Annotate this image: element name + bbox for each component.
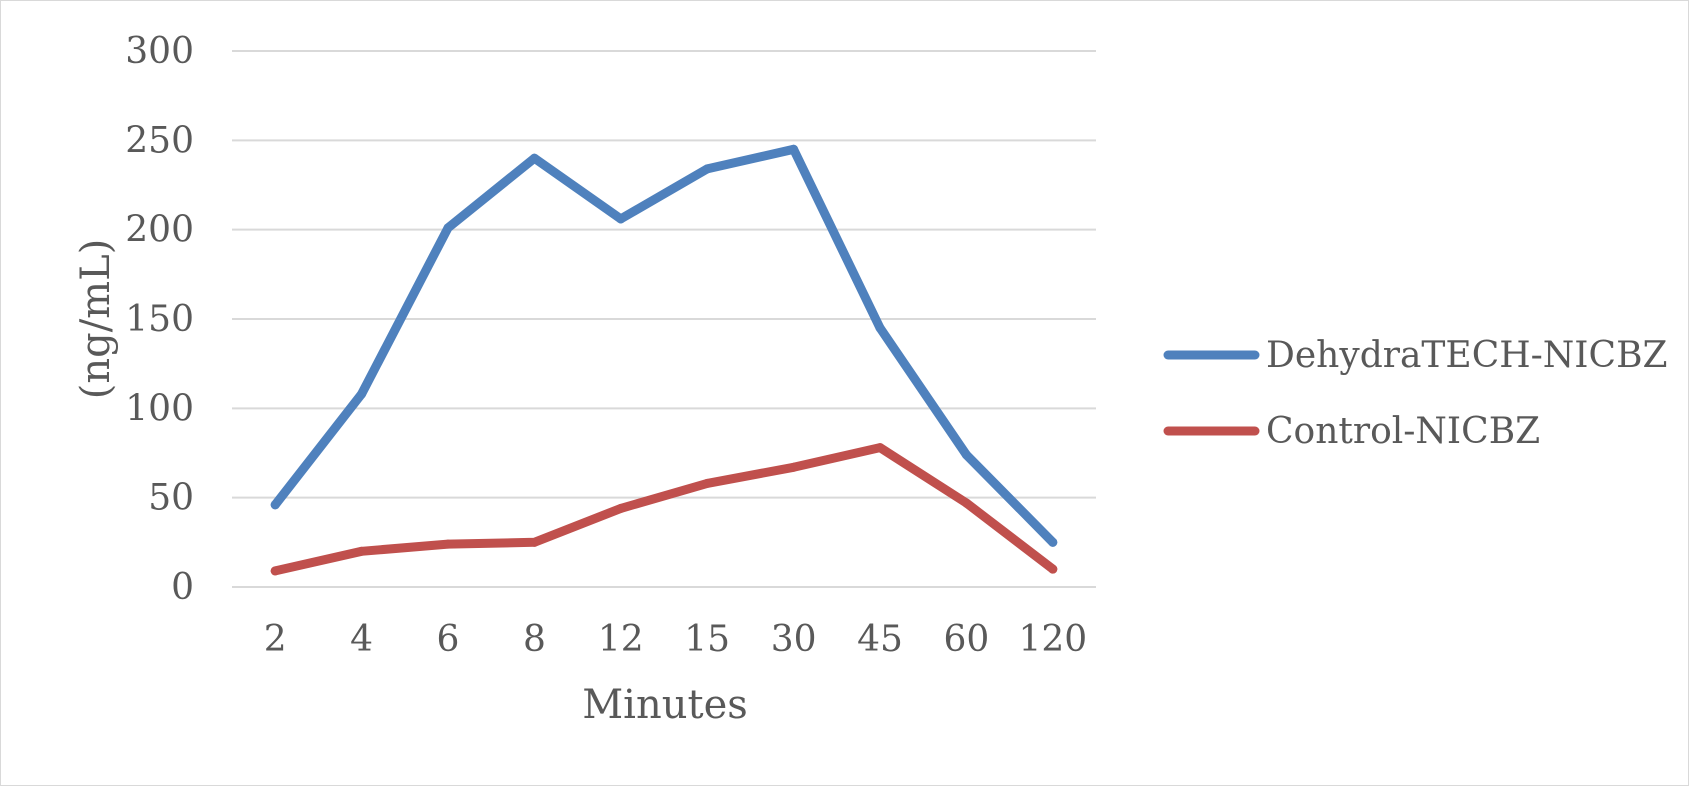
data-point [961,450,971,460]
data-point [961,498,971,508]
x-tick-label: 45 [857,619,903,660]
x-tick-label: 15 [684,619,730,660]
data-point [616,503,626,513]
data-point [875,443,885,453]
x-tick-label: 6 [437,619,460,660]
x-tick-label: 2 [264,619,287,660]
y-tick-label: 0 [171,567,194,608]
y-axis-ticks: 0 50 100 150 200 250 300 [125,31,194,608]
y-tick-label: 50 [148,478,194,519]
data-point [702,164,712,174]
legend-label: DehydraTECH-NICBZ [1266,335,1668,376]
y-tick-label: 300 [125,31,194,72]
data-point [789,144,799,154]
x-tick-label: 120 [1018,619,1087,660]
data-point [702,478,712,488]
y-tick-label: 100 [125,388,194,429]
x-axis-title: Minutes [582,682,748,728]
data-point [270,500,280,510]
data-point [1048,537,1058,547]
x-tick-label: 4 [350,619,373,660]
data-point [616,214,626,224]
y-axis-title: (ng/mL) [73,239,119,400]
data-point [789,462,799,472]
series-line-control-nicbz [270,443,1058,576]
gridlines [232,50,1096,588]
series-lines [270,144,1058,576]
y-tick-label: 250 [125,120,194,161]
data-point [875,323,885,333]
x-axis-ticks: 2 4 6 8 12 15 30 45 60 120 [264,619,1087,660]
data-point [357,546,367,556]
x-tick-label: 60 [943,619,989,660]
data-point [443,539,453,549]
legend: DehydraTECH-NICBZ Control-NICBZ [1163,335,1668,452]
data-point [357,389,367,399]
data-point [529,153,539,163]
legend-label: Control-NICBZ [1266,411,1540,452]
data-point [529,537,539,547]
data-point [443,223,453,233]
data-point [270,566,280,576]
data-point [1048,564,1058,574]
series-line-dehydratech-nicbz [270,144,1058,547]
x-tick-label: 8 [523,619,546,660]
x-tick-label: 30 [771,619,817,660]
y-tick-label: 150 [125,299,194,340]
y-tick-label: 200 [125,210,194,251]
x-tick-label: 12 [598,619,644,660]
